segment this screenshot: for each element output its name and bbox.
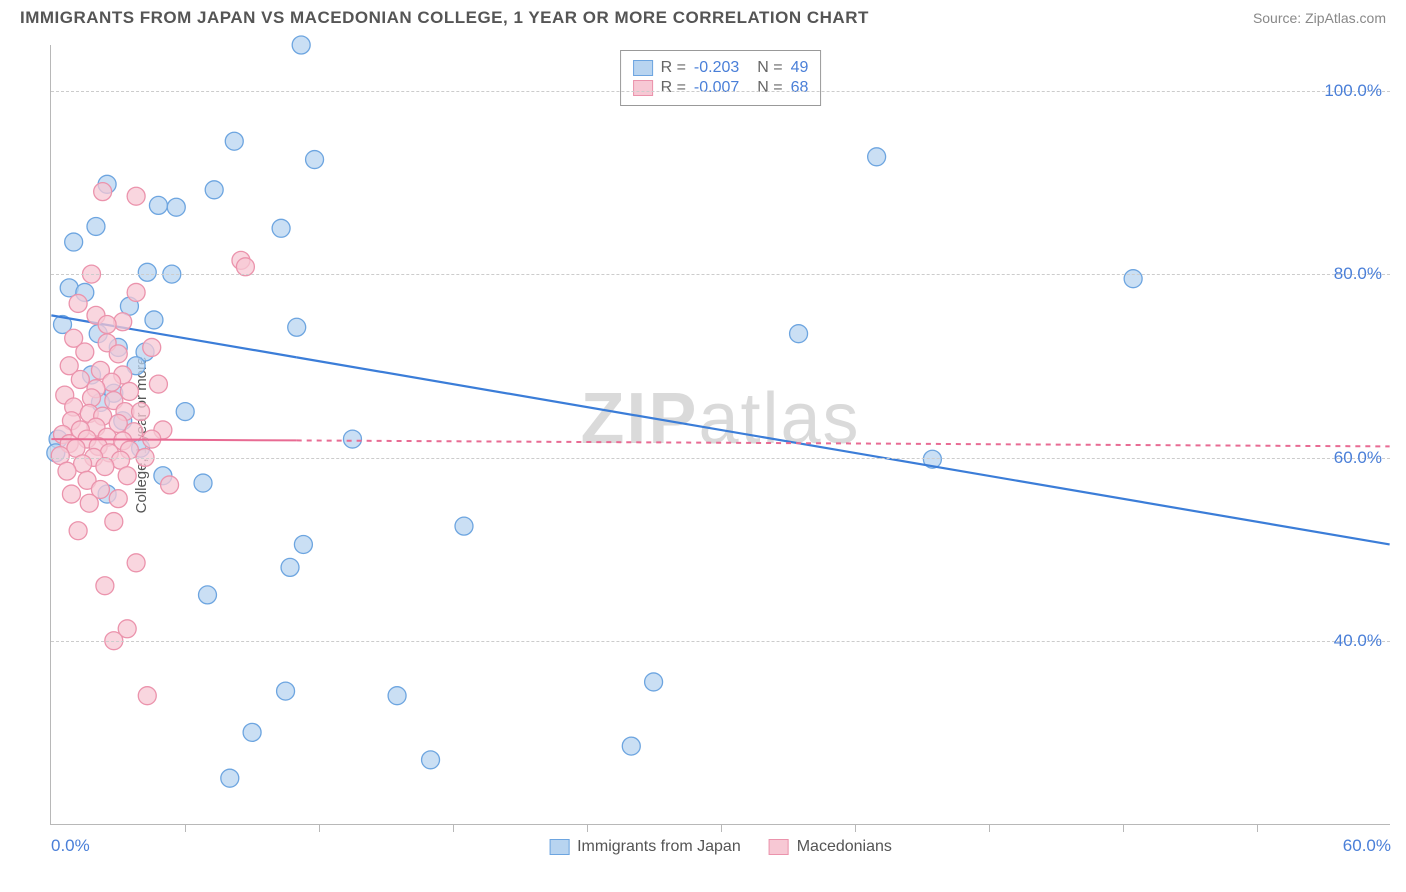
gridline [51,641,1390,642]
legend-r-value: -0.203 [694,59,739,77]
scatter-point [455,517,473,535]
scatter-point [225,132,243,150]
trend-line-solid [51,439,296,440]
x-axis-label: 60.0% [1343,836,1391,856]
scatter-point [790,325,808,343]
scatter-point [243,723,261,741]
scatter-point [288,318,306,336]
scatter-point [98,316,116,334]
gridline [51,274,1390,275]
scatter-point [221,769,239,787]
scatter-point [127,554,145,572]
scatter-point [71,371,89,389]
x-tick [319,824,320,832]
scatter-point [120,382,138,400]
scatter-point [127,283,145,301]
scatter-point [199,586,217,604]
scatter-point [69,294,87,312]
scatter-point [236,258,254,276]
scatter-point [1124,270,1142,288]
scatter-point [388,687,406,705]
legend-swatch-japan [549,839,569,855]
scatter-point [127,187,145,205]
x-tick [1123,824,1124,832]
scatter-point [645,673,663,691]
stats-legend-row: R = -0.203 N = 49 [633,59,809,77]
scatter-point [118,467,136,485]
bottom-legend: Immigrants from Japan Macedonians [549,838,892,856]
scatter-point [62,485,80,503]
x-tick [185,824,186,832]
legend-r-label: R = [661,79,686,97]
scatter-point [69,522,87,540]
source-attribution: Source: ZipAtlas.com [1253,10,1386,26]
x-tick [587,824,588,832]
scatter-point [138,687,156,705]
gridline [51,458,1390,459]
x-tick [721,824,722,832]
chart-plot-area: College, 1 year or more ZIPatlas R = -0.… [50,45,1390,825]
x-tick [1257,824,1258,832]
legend-n-value: 49 [791,59,809,77]
scatter-point [622,737,640,755]
scatter-point [132,403,150,421]
trend-line-dashed [297,357,1390,544]
legend-n-label: N = [757,79,782,97]
stats-legend: R = -0.203 N = 49 R = -0.007 N = 68 [620,50,822,106]
x-tick [989,824,990,832]
scatter-point [114,313,132,331]
scatter-point [96,577,114,595]
scatter-point [294,535,312,553]
scatter-point [58,462,76,480]
scatter-point [167,198,185,216]
scatter-point [149,375,167,393]
scatter-point [205,181,223,199]
scatter-point [145,311,163,329]
scatter-point [194,474,212,492]
scatter-point [109,345,127,363]
legend-swatch [633,60,653,76]
legend-label-japan: Immigrants from Japan [577,838,741,856]
scatter-point [422,751,440,769]
scatter-point [109,490,127,508]
scatter-point [281,558,299,576]
legend-n-label: N = [757,59,782,77]
scatter-point [105,513,123,531]
scatter-point [272,219,290,237]
scatter-point [292,36,310,54]
scatter-point [149,196,167,214]
y-tick-label: 60.0% [1334,448,1382,468]
scatter-point [161,476,179,494]
trend-line-dashed [297,440,1390,446]
legend-r-value: -0.007 [694,79,739,97]
scatter-point [96,458,114,476]
x-axis-label: 0.0% [51,836,90,856]
gridline [51,91,1390,92]
legend-swatch [633,80,653,96]
scatter-point [176,403,194,421]
y-tick-label: 80.0% [1334,264,1382,284]
scatter-point [143,338,161,356]
stats-legend-row: R = -0.007 N = 68 [633,79,809,97]
x-tick [453,824,454,832]
scatter-point [343,430,361,448]
legend-swatch-macedonians [769,839,789,855]
legend-r-label: R = [661,59,686,77]
scatter-svg [51,45,1390,824]
scatter-point [76,343,94,361]
x-tick [855,824,856,832]
legend-n-value: 68 [791,79,809,97]
y-tick-label: 100.0% [1324,81,1382,101]
scatter-point [80,494,98,512]
scatter-point [94,183,112,201]
scatter-point [868,148,886,166]
chart-title: IMMIGRANTS FROM JAPAN VS MACEDONIAN COLL… [20,8,869,28]
y-tick-label: 40.0% [1334,631,1382,651]
scatter-point [87,217,105,235]
scatter-point [306,151,324,169]
scatter-point [65,233,83,251]
scatter-point [138,263,156,281]
scatter-point [277,682,295,700]
legend-label-macedonians: Macedonians [797,838,892,856]
